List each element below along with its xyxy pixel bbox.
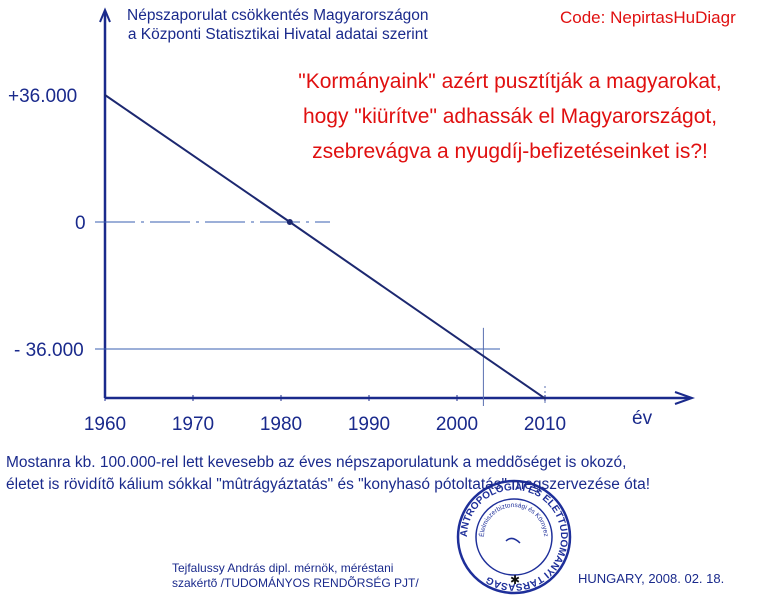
series-point-2 <box>482 355 485 357</box>
author-line-2: szakértõ /TUDOMÁNYOS RENDÕRSÉG PJT/ <box>172 576 419 590</box>
stamp-inner-ring <box>475 498 553 576</box>
slogan: "Kormányaink" azért pusztítják a magyaro… <box>270 64 750 169</box>
slogan-line-1: "Kormányaink" azért pusztítják a magyaro… <box>298 70 722 93</box>
x-axis-arrow <box>674 391 696 405</box>
stamp-star-icon: ✱ <box>510 573 520 587</box>
marker-0 <box>286 219 293 225</box>
author-line-1: Tejfalussy András dipl. mérnök, méréstan… <box>172 561 394 575</box>
series-point-0 <box>104 94 106 96</box>
code-label: Code: NepirtasHuDiagr <box>560 8 736 27</box>
x-tick-label-4: 2000 <box>436 414 478 435</box>
footnote-line-1: Mostanra kb. 100.000-rel lett kevesebb a… <box>6 454 627 471</box>
author: Tejfalussy András dipl. mérnök, méréstan… <box>172 561 419 591</box>
x-tick-label-1: 1970 <box>172 414 214 435</box>
x-tick-label-5: 2010 <box>524 414 566 435</box>
title-line-2: a Központi Statisztikai Hivatal adatai s… <box>127 26 428 43</box>
x-tick-label-2: 1980 <box>260 414 302 435</box>
y-tick-label-0: +36.000 <box>8 86 77 107</box>
chart-title: Népszaporulat csökkentés Magyarországon … <box>127 6 429 44</box>
series-point-3 <box>544 397 546 400</box>
footnote: Mostanra kb. 100.000-rel lett kevesebb a… <box>6 452 650 496</box>
y-tick-label-2: - 36.000 <box>14 340 84 361</box>
x-axis-label: év <box>632 408 653 429</box>
slogan-line-3: zsebrevágva a nyugdíj-befizetéseinket is… <box>312 140 708 163</box>
x-tick-label-3: 1990 <box>348 414 390 435</box>
x-tick-label-0: 1960 <box>84 414 126 435</box>
title-line-1: Népszaporulat csökkentés Magyarországon <box>127 7 429 24</box>
series-line-0 <box>104 94 546 400</box>
stamp-signature-mark <box>505 537 521 544</box>
date-label: HUNGARY, 2008. 02. 18. <box>578 571 725 586</box>
y-tick-label-1: 0 <box>75 213 86 234</box>
y-axis-arrow <box>99 7 111 23</box>
stamp-outer-ring <box>456 479 572 595</box>
footnote-line-2: életet is rövidítõ kálium sókkal "mûtrág… <box>6 476 651 493</box>
slogan-line-2: hogy "kiürítve" adhassák el Magyarország… <box>302 105 718 128</box>
